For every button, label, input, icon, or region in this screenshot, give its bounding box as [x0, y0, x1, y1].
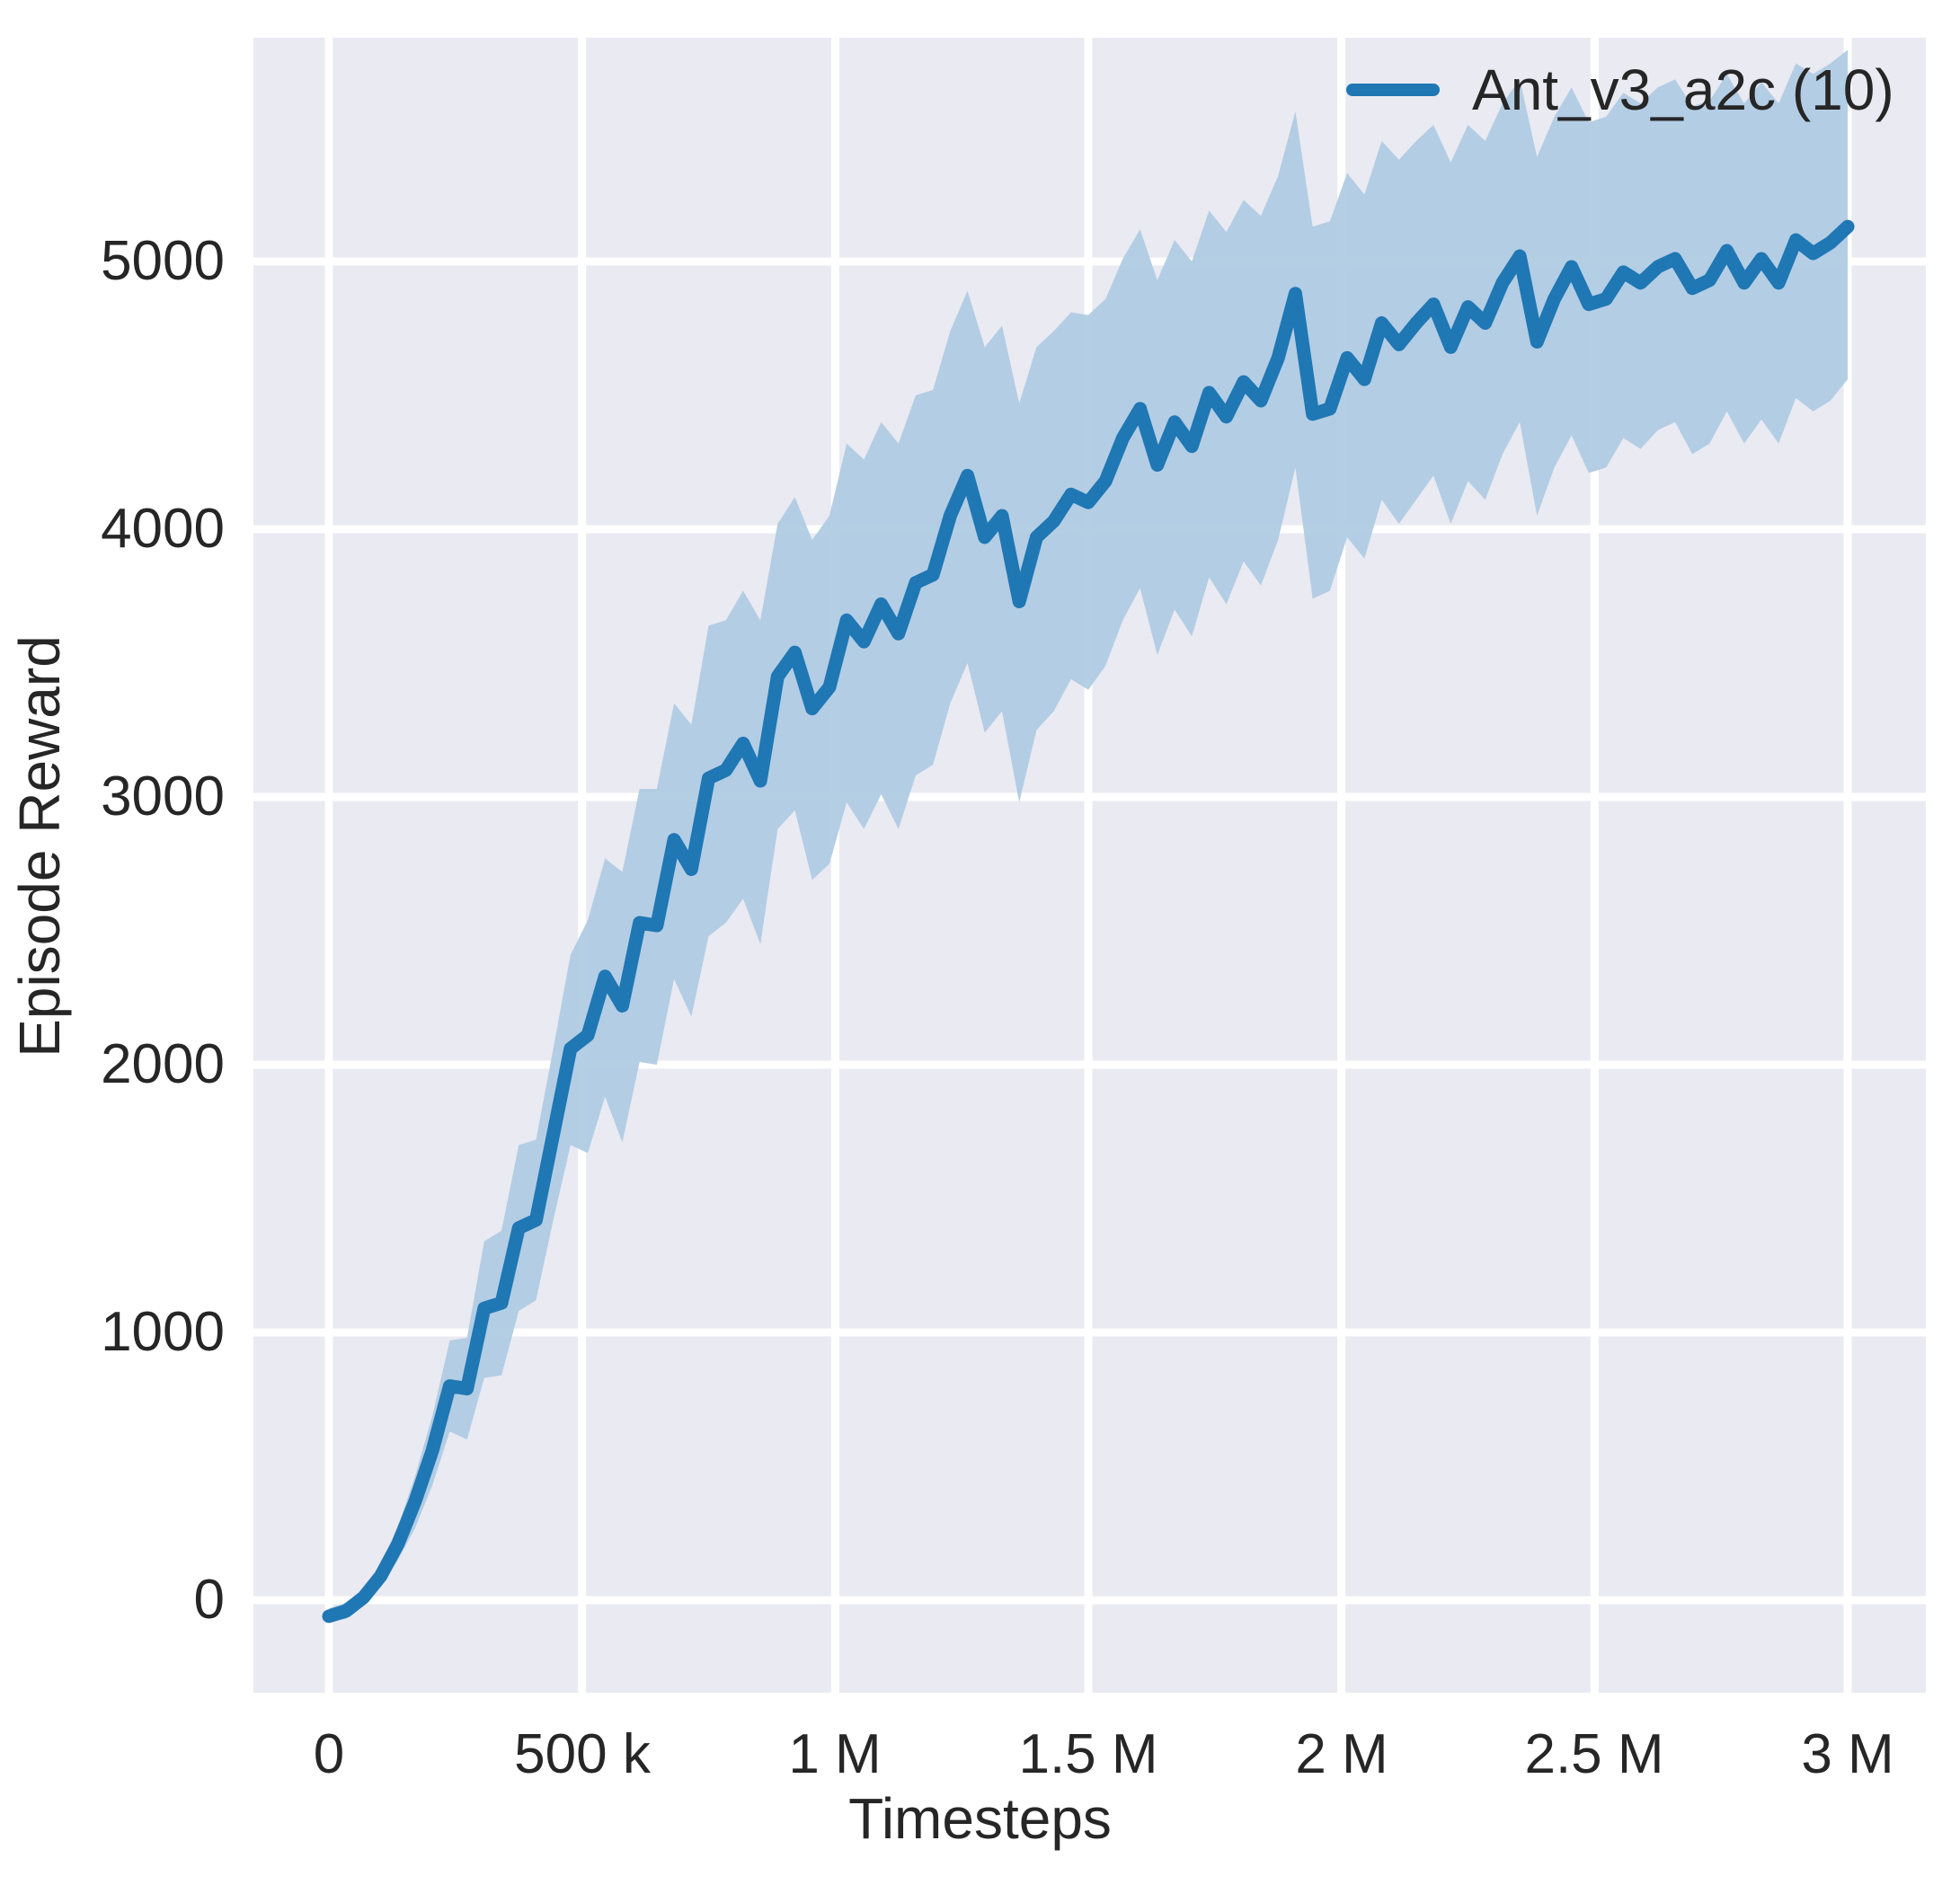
legend-line-swatch: [1346, 84, 1440, 96]
confidence-band: [329, 49, 1848, 1622]
xtick-label-2m: 2 M: [1295, 1723, 1388, 1785]
xtick-label-2-5m: 2.5 M: [1524, 1723, 1664, 1785]
gridlines: [253, 38, 1926, 1693]
x-axis-title: Timesteps: [848, 1786, 1112, 1851]
ytick-label-2000: 2000: [101, 1033, 225, 1095]
xtick-label-1m: 1 M: [788, 1723, 882, 1785]
ytick-label-3000: 3000: [101, 766, 225, 827]
ytick-label-5000: 5000: [101, 230, 225, 292]
xtick-label-0: 0: [313, 1723, 345, 1785]
xtick-label-1-5m: 1.5 M: [1018, 1723, 1158, 1785]
legend-entry-label: Ant_v3_a2c (10): [1472, 58, 1894, 122]
ytick-label-1000: 1000: [101, 1301, 225, 1363]
ytick-label-0: 0: [193, 1569, 225, 1631]
xtick-label-3m: 3 M: [1801, 1723, 1894, 1785]
mean-line: [322, 219, 1855, 1624]
ytick-label-4000: 4000: [101, 498, 225, 560]
legend[interactable]: Ant_v3_a2c (10): [1339, 43, 1902, 137]
xtick-label-500k: 500 k: [514, 1723, 651, 1785]
y-axis-title: Episode Reward: [7, 635, 72, 1058]
